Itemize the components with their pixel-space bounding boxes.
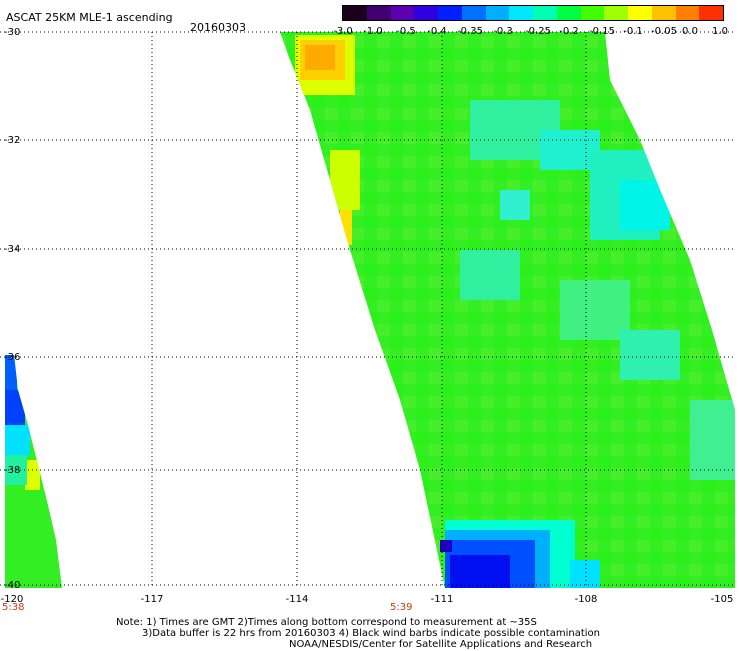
colorbar-cell: [438, 6, 462, 20]
colorbar-label: -0.05: [651, 26, 677, 37]
colorbar-cell: [343, 6, 367, 20]
time-label: 5:39: [390, 602, 413, 613]
colorbar-cell: [485, 6, 510, 20]
colorbar-label: -0.5: [396, 26, 416, 37]
colorbar-cell: [533, 6, 557, 20]
colorbar-label: 0.0: [682, 26, 698, 37]
map-date: 20160303: [190, 21, 246, 34]
colorbar-cell: [699, 6, 723, 20]
colorbar-cell: [580, 6, 605, 20]
colorbar-cell: [675, 6, 700, 20]
colorbar-cell: [651, 6, 676, 20]
lat-label: -36: [4, 352, 21, 363]
colorbar-cell: [366, 6, 391, 20]
lat-label: -30: [4, 27, 21, 38]
colorbar: [342, 5, 724, 21]
colorbar-label: 1.0: [712, 26, 728, 37]
lon-label: -105: [710, 594, 734, 605]
colorbar-label: -1.0: [363, 26, 383, 37]
lat-label: -38: [4, 465, 21, 476]
colorbar-label: -0.3: [493, 26, 513, 37]
map-title: ASCAT 25KM MLE-1 ascending: [6, 11, 173, 24]
lon-label: -108: [574, 594, 598, 605]
lat-label: -40: [4, 580, 21, 591]
graticule: [0, 31, 735, 588]
note-line-3: NOAA/NESDIS/Center for Satellite Applica…: [289, 639, 593, 650]
colorbar-cell: [604, 6, 628, 20]
colorbar-cell: [390, 6, 415, 20]
lon-label: -114: [285, 594, 309, 605]
colorbar-cell: [414, 6, 438, 20]
lat-label: -34: [4, 244, 21, 255]
colorbar-cell: [556, 6, 581, 20]
lat-label: -32: [4, 135, 21, 146]
main-swath: [280, 32, 735, 588]
time-label: 5:38: [2, 602, 25, 613]
colorbar-label: -0.35: [457, 26, 483, 37]
colorbar-label: -0.25: [525, 26, 551, 37]
colorbar-label: -0.1: [623, 26, 643, 37]
colorbar-cell: [461, 6, 486, 20]
colorbar-label: -3.0: [333, 26, 353, 37]
colorbar-label: -0.4: [427, 26, 447, 37]
colorbar-label: -0.2: [559, 26, 579, 37]
lon-label: -111: [430, 594, 454, 605]
colorbar-cell: [628, 6, 652, 20]
note-line-1: Note: 1) Times are GMT 2)Times along bot…: [116, 617, 537, 628]
colorbar-label: -0.15: [589, 26, 615, 37]
lon-label: -120: [0, 594, 24, 605]
lon-label: -117: [140, 594, 164, 605]
note-line-2: 3)Data buffer is 22 hrs from 20160303 4)…: [142, 628, 600, 639]
colorbar-cell: [509, 6, 533, 20]
